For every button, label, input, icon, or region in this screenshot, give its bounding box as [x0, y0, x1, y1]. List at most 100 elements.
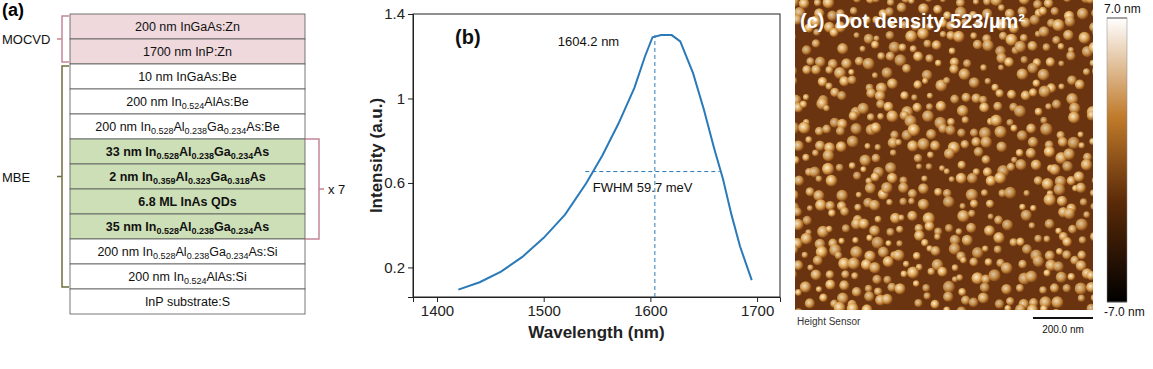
quantum-dot: [856, 192, 862, 198]
quantum-dot: [835, 252, 843, 260]
quantum-dot: [1089, 138, 1093, 145]
quantum-dot: [967, 173, 978, 184]
afm-caption: Height Sensor: [797, 316, 861, 327]
quantum-dot: [1062, 161, 1073, 172]
quantum-dot: [966, 189, 978, 201]
quantum-dot: [814, 0, 821, 6]
quantum-dot: [912, 103, 921, 112]
quantum-dot: [934, 233, 941, 240]
quantum-dot: [795, 219, 804, 231]
quantum-dot: [886, 199, 893, 206]
quantum-dot: [1017, 68, 1028, 79]
quantum-dot: [836, 190, 847, 201]
quantum-dot: [802, 216, 811, 225]
quantum-dot: [949, 176, 955, 182]
quantum-dot: [931, 300, 940, 309]
scale-bar: [1033, 317, 1093, 319]
quantum-dot: [815, 199, 827, 211]
quantum-dot: [826, 201, 835, 210]
afm-background: [795, 0, 1093, 310]
y-tick-mark: [408, 98, 413, 99]
layer-box: [70, 89, 305, 114]
quantum-dot: [930, 141, 940, 151]
afm-image: (c) Dot density 523/µm²Height Sensor200.…: [785, 0, 1145, 335]
quantum-dot: [926, 129, 936, 139]
quantum-dot: [960, 203, 966, 209]
layer-label: 33 nm In0.528Al0.238Ga0.234As: [106, 145, 270, 161]
quantum-dot: [986, 200, 994, 208]
quantum-dot: [853, 0, 861, 3]
y-tick-label: 0.6: [384, 174, 405, 191]
layer-box: [70, 189, 305, 214]
quantum-dot: [1078, 131, 1084, 137]
quantum-dot: [907, 140, 918, 151]
quantum-dot: [871, 41, 879, 49]
quantum-dot: [1044, 146, 1055, 157]
quantum-dot: [852, 287, 862, 297]
quantum-dot: [970, 32, 977, 39]
quantum-dot: [963, 59, 971, 67]
quantum-dot: [1068, 225, 1077, 234]
quantum-dot: [872, 72, 878, 78]
quantum-dot: [1045, 251, 1055, 261]
quantum-dot: [927, 93, 933, 99]
quantum-dot: [864, 291, 874, 301]
quantum-dot: [828, 209, 836, 217]
layer-label: 35 nm In0.528Al0.238Ga0.234As: [106, 220, 270, 236]
quantum-dot: [1079, 32, 1091, 44]
quantum-dot: [813, 190, 824, 201]
quantum-dot: [1063, 284, 1071, 292]
x-tick: 1600: [634, 297, 667, 319]
quantum-dot: [928, 268, 935, 275]
quantum-dot: [1089, 42, 1093, 54]
quantum-dot: [848, 257, 860, 269]
quantum-dot: [795, 245, 798, 254]
color-bar-label: -7.0 nm: [1104, 305, 1145, 319]
quantum-dot: [1066, 51, 1075, 60]
quantum-dot: [970, 128, 979, 137]
y-axis-title: Intensity (a.u.): [367, 98, 386, 213]
quantum-dot: [923, 292, 930, 299]
quantum-dot: [1029, 88, 1037, 96]
quantum-dot: [842, 224, 850, 232]
quantum-dot: [836, 126, 845, 135]
quantum-dot: [795, 175, 804, 185]
quantum-dot: [1092, 177, 1093, 184]
quantum-dot: [806, 57, 814, 65]
quantum-dot: [1051, 7, 1059, 15]
quantum-dot: [875, 216, 882, 223]
quantum-dot: [860, 46, 866, 52]
quantum-dot: [922, 110, 934, 122]
quantum-dot: [1039, 7, 1048, 16]
quantum-dot: [870, 122, 881, 133]
y-tick-label: 1: [397, 90, 405, 107]
quantum-dot: [847, 136, 859, 148]
quantum-dot: [1014, 105, 1026, 117]
quantum-dot: [1058, 43, 1065, 50]
quantum-dot: [944, 148, 955, 159]
quantum-dot: [841, 58, 852, 69]
quantum-dot: [863, 58, 875, 70]
quantum-dot: [807, 205, 813, 211]
quantum-dot: [816, 286, 822, 292]
quantum-dot: [1016, 238, 1024, 246]
annotation-line: [585, 171, 719, 172]
quantum-dot: [883, 256, 894, 267]
quantum-dot: [1016, 284, 1024, 292]
quantum-dot: [1040, 305, 1048, 310]
quantum-dot: [981, 189, 988, 196]
layer-box: [70, 64, 305, 89]
quantum-dot: [852, 237, 858, 243]
quantum-dot: [953, 31, 965, 43]
quantum-dot: [1058, 60, 1064, 66]
quantum-dot: [918, 183, 929, 194]
quantum-dot: [900, 91, 909, 100]
quantum-dot: [815, 140, 825, 150]
quantum-dot: [881, 182, 893, 194]
quantum-dot: [959, 68, 971, 80]
quantum-dot: [1056, 248, 1063, 255]
quantum-dot: [937, 267, 947, 277]
quantum-dot: [956, 307, 966, 310]
spectrum-line: [458, 35, 751, 289]
quantum-dot: [910, 45, 917, 52]
